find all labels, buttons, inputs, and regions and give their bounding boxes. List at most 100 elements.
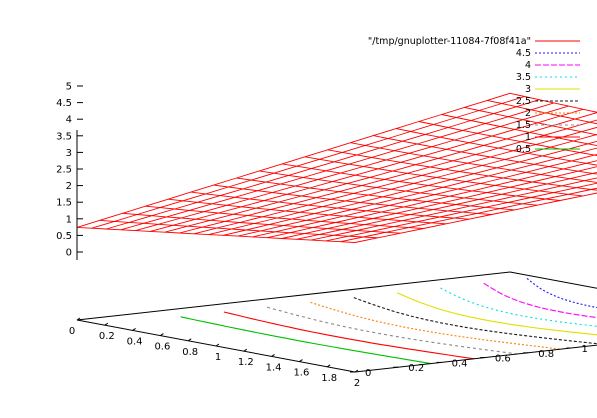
surface-line-y — [168, 198, 447, 225]
surface-line-x — [252, 153, 597, 238]
surface-line-y — [509, 92, 597, 113]
surface-line-y — [190, 191, 469, 220]
surface-line-y — [327, 149, 597, 191]
surface-line-x — [150, 108, 584, 232]
z-tick-label: 0 — [66, 248, 72, 259]
z-tick-label: 1 — [66, 214, 72, 225]
surface-line-x — [135, 105, 569, 232]
x-tick — [299, 359, 303, 363]
legend-contour-label: 2.5 — [516, 96, 531, 107]
surface-line-y — [441, 114, 597, 146]
y-tick-label: 0.2 — [408, 363, 424, 374]
x-tick — [132, 327, 136, 331]
z-tick-label: 3 — [66, 148, 72, 159]
surface-line-y — [236, 177, 515, 211]
back-base-edge-2 — [509, 271, 597, 289]
z-tick-label: 1.5 — [56, 198, 72, 209]
legend-contour-label: 2 — [525, 108, 531, 119]
legend-contour-label: 0.5 — [516, 144, 531, 155]
y-tick-label: 0.4 — [452, 358, 468, 369]
surface-mesh — [76, 92, 597, 243]
x-tick — [160, 333, 164, 337]
y-tick-label: 0.8 — [538, 349, 554, 360]
x-tick — [354, 369, 359, 373]
contour-1 — [223, 311, 475, 360]
surface-line-x — [193, 126, 597, 235]
y-tick-label: 1 — [582, 344, 588, 355]
contour-1.5 — [267, 306, 518, 355]
surface-line-y — [464, 106, 597, 136]
surface-line-y — [145, 205, 424, 229]
surface-line-x — [354, 192, 597, 243]
legend-contour-label: 1.5 — [516, 120, 531, 131]
x-tick — [76, 317, 81, 321]
surface-line-y — [304, 156, 583, 197]
surface-line-x — [179, 119, 597, 234]
legend-contour-label: 3.5 — [516, 72, 531, 83]
legend-contour-label: 4.5 — [516, 48, 531, 59]
x-tick — [243, 348, 248, 352]
x-tick — [187, 338, 192, 342]
contour-4.5 — [526, 277, 597, 309]
surface-line-x — [281, 166, 597, 239]
z-tick-label: 4.5 — [56, 98, 72, 109]
x-tick-label: 0.2 — [99, 331, 115, 342]
contour-4 — [483, 282, 597, 319]
surface-line-x — [223, 140, 597, 236]
surface-line-x — [120, 102, 555, 231]
surface-line-y — [99, 219, 378, 239]
z-tick-label: 5 — [66, 82, 72, 93]
surface-line-x — [164, 112, 597, 233]
surface-line-y — [282, 163, 561, 201]
z-tick-label: 3.5 — [56, 131, 72, 142]
legend-surface-label: "/tmp/gnuplotter-11084-7f08f41a" — [368, 36, 531, 47]
z-tick-label: 0.5 — [56, 231, 72, 242]
contour-lines — [180, 277, 597, 365]
surface-line-x — [237, 147, 597, 237]
x-tick-label: 1 — [215, 352, 221, 363]
surface-line-y — [259, 170, 538, 206]
contour-0.5 — [180, 316, 431, 365]
y-tick-label: 0.6 — [495, 354, 511, 365]
legend-contour-label: 3 — [525, 84, 531, 95]
x-tick-label: 0.4 — [127, 336, 143, 347]
surface-line-y — [396, 128, 597, 166]
contour-3 — [396, 292, 597, 336]
surface-line-x — [325, 182, 597, 242]
surface-line-x — [296, 171, 597, 240]
surface-line-y — [76, 226, 356, 243]
x-tick-label: 1.2 — [238, 357, 254, 368]
back-base-edge — [76, 271, 511, 321]
surface-line-x — [208, 133, 597, 236]
surface-line-x — [76, 92, 511, 228]
x-tick-label: 0.8 — [182, 347, 198, 358]
contour-2.5 — [353, 297, 597, 345]
surface-line-x — [267, 160, 597, 239]
x-tick — [215, 343, 220, 347]
axes: 00.511.522.533.544.550 0.2 0.4 0.6 0.8 1 1.2 1.… — [56, 82, 597, 389]
y-tick-label: 0 — [365, 368, 371, 379]
legend-contour-label: 1 — [525, 132, 531, 143]
x-tick-label: 1.8 — [321, 373, 337, 384]
surface-line-y — [487, 99, 597, 125]
surface-line-y — [350, 142, 597, 183]
surface-line-x — [311, 177, 597, 241]
x-tick — [326, 364, 331, 368]
contour-2 — [310, 301, 561, 350]
surface-line-y — [122, 212, 401, 234]
x-tick-label: 0.6 — [154, 342, 170, 353]
surface-line-x — [91, 96, 525, 229]
legend: "/tmp/gnuplotter-11084-7f08f41a"4.543.53… — [368, 36, 580, 155]
x-tick — [271, 353, 275, 357]
contour-3.5 — [440, 287, 597, 327]
z-tick-label: 4 — [66, 115, 72, 126]
x-tick-label: 1.6 — [293, 368, 309, 379]
surface-line-y — [213, 184, 492, 215]
surface-line-y — [373, 135, 597, 175]
z-tick-label: 2 — [66, 181, 72, 192]
legend-contour-label: 4 — [525, 60, 531, 71]
x-tick-label: 2 — [354, 378, 360, 389]
surface-line-x — [106, 99, 540, 230]
x-tick-label: 0 — [69, 326, 75, 337]
